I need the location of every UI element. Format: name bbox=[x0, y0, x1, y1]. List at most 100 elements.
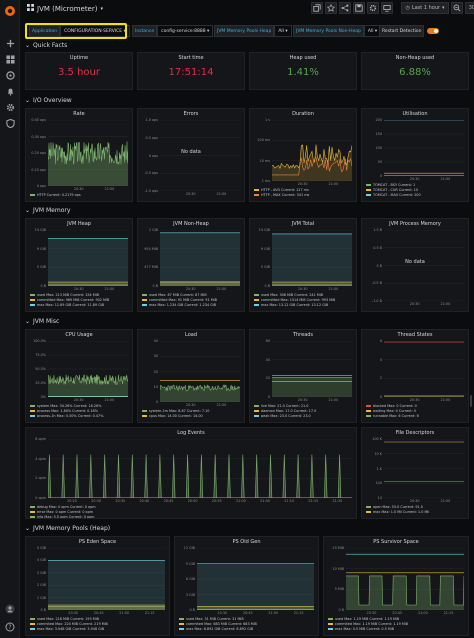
legend-item[interactable]: blocked Max: 0 Current: 0 bbox=[366, 404, 417, 408]
panel-ps-old-gen[interactable]: PS Old Gen 12 GiB 9 GiB 6 GiB 3 GiB 0 B 20:30… bbox=[174, 536, 319, 636]
legend-item[interactable]: commited Max: 1.19 MiB Current: 1.19 MiB bbox=[328, 622, 408, 626]
legend-item[interactable]: process Max: 1.80% Current: 0.18% bbox=[30, 409, 98, 413]
variable-restart-detection[interactable]: Restart Detection bbox=[379, 25, 440, 37]
variable-application[interactable]: Application CONFIGURATION-SERVICE ▾ bbox=[29, 25, 130, 37]
y-tick-label: 1 GiB bbox=[148, 228, 158, 232]
star-icon[interactable] bbox=[325, 2, 337, 14]
y-tick-label: 0% bbox=[40, 395, 46, 399]
panel-jvm-process-memory[interactable]: JVM Process Memory No data 1.0 B 0.5 B 0 B… bbox=[361, 218, 469, 312]
panel-non-heap-used[interactable]: Non-Heap used 6.88% bbox=[361, 52, 469, 90]
panel-utilisation[interactable]: Utilisation 200 150 100 50 0 20:30 21:00 TOMCAT… bbox=[361, 108, 469, 202]
legend-item[interactable]: HTTP Current: 0.2179 ops bbox=[30, 193, 81, 197]
panel-cpu-usage[interactable]: CPU Usage 100.0% 75.0% 50.0% 25.0% 0% 20:30 21… bbox=[25, 329, 133, 423]
legend-item[interactable]: used Max: 31 MiB Current: 31 MiB bbox=[179, 617, 244, 621]
panel-log-events[interactable]: Log Events 6 opm 4 opm 2 opm 0 opm 20:25 20:3… bbox=[25, 427, 357, 519]
restart-detection-toggle[interactable] bbox=[427, 28, 440, 34]
variable-value[interactable]: All ▾ bbox=[274, 25, 292, 37]
legend-item[interactable]: waiting Max: 0 Current: 0 bbox=[366, 409, 416, 413]
legend-item[interactable]: committed Max: 969 MiB Current: 902 MiB bbox=[30, 298, 109, 302]
legend-item[interactable]: used Max: 213 MiB Current: 154 MiB bbox=[30, 293, 99, 297]
legend-item[interactable]: debug Max: 0 opm Current: 0 opm bbox=[30, 505, 96, 509]
legend-item[interactable]: used Max: 306 MiB Current: 241 MiB bbox=[254, 293, 323, 297]
dashboard-title[interactable]: JVM (Micrometer) ▾ bbox=[27, 4, 103, 13]
panel-start-time[interactable]: Start time 17:51:14 bbox=[137, 52, 245, 90]
legend-item[interactable]: system Max: 34.26% Current: 18.26% bbox=[30, 404, 101, 408]
x-tick-label: 21:00 bbox=[328, 287, 339, 291]
configuration-gear-icon[interactable] bbox=[3, 100, 17, 114]
legend-item[interactable]: used Max: 1.19 MiB Current: 1.19 MiB bbox=[328, 617, 399, 621]
variable-value[interactable]: CONFIGURATION-SERVICE ▾ bbox=[60, 25, 130, 37]
legend-item[interactable]: commited Max: 224 MiB Current: 219 MiB bbox=[30, 622, 108, 626]
legend-item[interactable]: system-1m Max: 8.67 Current: 7.10 bbox=[142, 409, 209, 413]
legend-item[interactable]: HTTP - MAX Current: 341 ms bbox=[254, 193, 309, 197]
legend-item[interactable]: TOMCAT - MAX Current: 200 bbox=[366, 193, 421, 197]
legend-item[interactable]: max Max: 3.948 GiB Current: 3.948 GiB bbox=[30, 627, 104, 631]
panel-thread-states[interactable]: Thread States 6 4 2 0 20:30 21:00 blocked Max:… bbox=[361, 329, 469, 423]
variable-jvm-memory-pools-non-heap[interactable]: JVM Memory Pools Non-Heap All ▾ bbox=[293, 25, 382, 37]
legend-item[interactable]: cpus Max: 14.00 Current: 14.00 bbox=[142, 414, 203, 418]
panel-ps-survivor-space[interactable]: PS Survivor Space 15 MiB 10 MiB 5 MiB 0 B 20… bbox=[323, 536, 469, 636]
refresh-interval-picker[interactable]: 30s ▾ bbox=[465, 2, 474, 14]
legend-item[interactable]: max Max: 11.89 GiB Current: 11.89 GiB bbox=[30, 303, 104, 307]
legend-item[interactable]: max Max: 1.234 GiB Current: 1.234 GiB bbox=[142, 303, 216, 307]
variable-value[interactable]: config-service:8888 ▾ bbox=[157, 25, 214, 37]
panel-threads[interactable]: Threads 60 40 20 0 20:30 21:00 live Max: 21.0 … bbox=[249, 329, 357, 423]
explore-icon[interactable] bbox=[3, 68, 17, 82]
legend-item[interactable]: max Max: 1.0 Mil Current: 1.0 Mil bbox=[366, 510, 429, 514]
y-tick-label: 10 MiB bbox=[332, 566, 344, 571]
shield-icon[interactable] bbox=[3, 116, 17, 130]
panel-load[interactable]: Load 40 30 20 10 0 20:30 21:00 system-1m Max: 8… bbox=[137, 329, 245, 423]
legend-item[interactable]: commited Max: 683 MiB Current: 683 MiB bbox=[179, 622, 257, 626]
panel-jvm-heap[interactable]: JVM Heap 14 GiB 9 GiB 5 GiB 0 B 20:30 21:00 us… bbox=[25, 218, 133, 312]
legend-item[interactable]: committed Max: 91 MiB Current: 91 MiB bbox=[142, 298, 217, 302]
settings-gear-icon[interactable] bbox=[367, 2, 379, 14]
share-icon[interactable] bbox=[339, 2, 351, 14]
row-jvm-memory-pools-heap[interactable]: ⌄ JVM Memory Pools (Heap) bbox=[25, 525, 110, 532]
legend-item[interactable]: live Max: 21.0 Current: 21.0 bbox=[254, 404, 308, 408]
panel-heap-used[interactable]: Heap used 1.41% bbox=[249, 52, 357, 90]
legend-item[interactable]: max Max: 13.12 GiB Current: 13.12 GiB bbox=[254, 303, 328, 307]
legend-item[interactable]: process-1h Max: 0.50% Current: 0.47% bbox=[30, 414, 103, 418]
create-icon[interactable] bbox=[3, 36, 17, 50]
alerting-bell-icon[interactable] bbox=[3, 84, 17, 98]
legend-item[interactable]: used Max: 87 MiB Current: 87 MiB bbox=[142, 293, 207, 297]
tv-mode-icon[interactable] bbox=[381, 2, 393, 14]
help-icon[interactable]: ? bbox=[3, 620, 17, 634]
chart-plot-area bbox=[384, 230, 464, 301]
legend-item[interactable]: runnable Max: 6 Current: 6 bbox=[366, 414, 419, 418]
legend-item[interactable]: max Max: 8.892 GiB Current: 8.892 GiB bbox=[179, 627, 253, 631]
add-panel-icon[interactable] bbox=[311, 2, 323, 14]
panel-jvm-total[interactable]: JVM Total 14 GiB 9 GiB 5 GiB 0 B 20:30 21:00 u… bbox=[249, 218, 357, 312]
legend-item[interactable]: error Max: 0 opm Current: 0 opm bbox=[30, 510, 93, 514]
panel-ps-eden-space[interactable]: PS Eden Space 5 GiB 4 GiB 3 GiB 2 GiB 1 GiB 0… bbox=[25, 536, 170, 636]
legend-item[interactable]: info Max: 5.5 opm Current: 0 opm bbox=[30, 515, 94, 518]
legend-item[interactable]: peak Max: 23.0 Current: 23.0 bbox=[254, 414, 311, 418]
legend-item[interactable]: committed Max: 1014 MiB Current: 993 MiB bbox=[254, 298, 335, 302]
variable-jvm-memory-pools-heap[interactable]: JVM Memory Pools Heap All ▾ bbox=[214, 25, 292, 37]
time-range-picker[interactable]: ◷ Last 1 hour ▾ bbox=[401, 2, 449, 14]
row-io-overview[interactable]: ⌄ I/O Overview bbox=[25, 97, 72, 104]
panel-errors[interactable]: Errors No data 1.0 ops 0.5 ops 0 ops -0.5 o… bbox=[137, 108, 245, 202]
save-icon[interactable] bbox=[353, 2, 365, 14]
panel-file-descriptors[interactable]: File Descriptors 100 K 10 K 1 K 100 10 20:30 2… bbox=[361, 427, 469, 519]
legend-item[interactable]: TOMCAT - CUR Current: 10 bbox=[366, 188, 418, 192]
row-jvm-misc[interactable]: ⌄ JVM Misc bbox=[25, 318, 59, 325]
legend-item[interactable]: daemon Max: 17.0 Current: 17.0 bbox=[254, 409, 316, 413]
panel-jvm-non-heap[interactable]: JVM Non-Heap 1 GiB 954 MiB 477 MiB 0 B 20:30… bbox=[137, 218, 245, 312]
legend-item[interactable]: used Max: 218 MiB Current: 159 MiB bbox=[30, 617, 99, 621]
dashboards-icon[interactable] bbox=[3, 52, 17, 66]
panel-uptime[interactable]: Uptime 3.5 hour bbox=[25, 52, 133, 90]
legend-item[interactable]: HTTP - AVG Current: 127 ms bbox=[254, 188, 309, 192]
legend-item[interactable]: open Max: 53.0 Current: 91.0 bbox=[366, 505, 423, 509]
user-avatar-icon[interactable] bbox=[3, 602, 17, 616]
row-quick-facts[interactable]: ⌄ Quick Facts bbox=[25, 42, 67, 49]
zoom-out-icon[interactable] bbox=[451, 2, 463, 14]
variable-instance[interactable]: Instance config-service:8888 ▾ bbox=[132, 25, 214, 37]
legend-item[interactable]: TOMCAT - BSY Current: 1 bbox=[366, 183, 415, 187]
row-jvm-memory[interactable]: ⌄ JVM Memory bbox=[25, 207, 70, 214]
grafana-logo-icon[interactable] bbox=[3, 4, 17, 18]
legend-item[interactable]: max Max: 0.5 MiB Current: 0.5 MiB bbox=[328, 627, 394, 631]
panel-duration[interactable]: Duration 1 s 100 ms 10 ms 1 ms 20:30 21:00 HTT… bbox=[249, 108, 357, 202]
panel-rate[interactable]: Rate 0.40 ops 0.30 ops 0.20 ops 0.10 ops 0 o… bbox=[25, 108, 133, 202]
page-scrollbar[interactable] bbox=[470, 395, 472, 407]
